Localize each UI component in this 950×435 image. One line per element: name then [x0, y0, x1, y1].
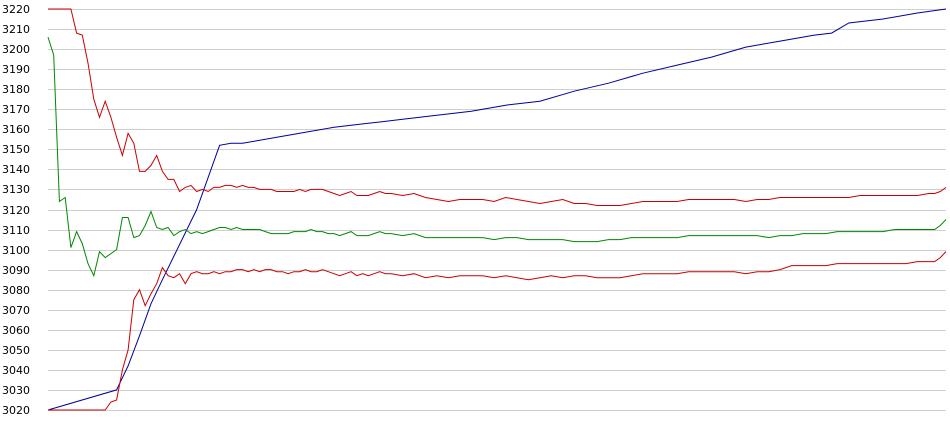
series-lines — [47, 8, 947, 411]
gridlines — [48, 9, 946, 411]
y-tick-label: 3190 — [2, 63, 30, 76]
y-tick-label: 3220 — [2, 3, 30, 16]
y-tick-label: 3160 — [2, 123, 30, 136]
series-line-4 — [48, 251, 947, 411]
y-tick-label: 3020 — [2, 404, 30, 417]
y-tick-label: 3070 — [2, 304, 30, 317]
y-tick-label: 3120 — [2, 204, 30, 217]
series-line-1 — [47, 8, 947, 411]
y-tick-label: 3130 — [2, 183, 30, 196]
y-axis-tick-labels: 3020 3030 3040 3050 3060 3070 3080 3090 3100 3110… — [2, 3, 30, 417]
series-line-3 — [47, 36, 947, 278]
series-line-2 — [48, 8, 947, 206]
y-tick-label: 3090 — [2, 264, 30, 277]
y-tick-label: 3060 — [2, 324, 30, 337]
y-tick-label: 3040 — [2, 364, 30, 377]
y-tick-label: 3150 — [2, 143, 30, 156]
y-tick-label: 3080 — [2, 284, 30, 297]
y-tick-label: 3210 — [2, 23, 30, 36]
y-tick-label: 3110 — [2, 224, 30, 237]
y-tick-label: 3170 — [2, 103, 30, 116]
y-tick-label: 3030 — [2, 384, 30, 397]
y-tick-label: 3050 — [2, 344, 30, 357]
y-tick-label: 3200 — [2, 43, 30, 56]
y-tick-label: 3180 — [2, 83, 30, 96]
y-tick-label: 3140 — [2, 163, 30, 176]
y-tick-label: 3100 — [2, 244, 30, 257]
